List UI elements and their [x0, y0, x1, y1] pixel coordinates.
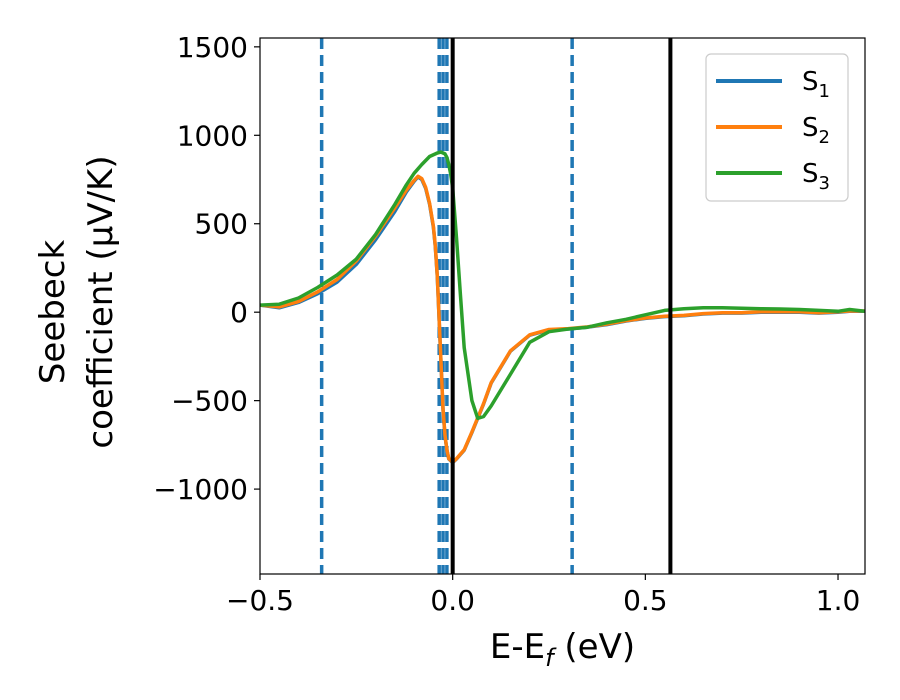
y-tick-label: 1500 — [177, 31, 248, 64]
axes: −0.5 0.0 0.5 1.0 −1000 −500 0 500 1000 1500 E-Ef (… — [33, 31, 866, 672]
x-tick-label: 1.0 — [816, 584, 861, 617]
x-tick-label: 0.0 — [430, 584, 475, 617]
y-tick-label: 500 — [195, 208, 248, 241]
x-tick-label: 0.5 — [623, 584, 668, 617]
legend-label-s1: S1 — [802, 67, 830, 102]
series-line-s1 — [260, 175, 865, 465]
y-tick-label: 1000 — [177, 119, 248, 152]
series-line-s3 — [260, 150, 865, 421]
legend: S1 S2 S3 — [705, 53, 849, 202]
plot-frame — [259, 37, 866, 575]
y-tick-label: −1000 — [153, 473, 248, 506]
y-axis-title-line1: Seebeck — [33, 240, 73, 385]
series-line-s2 — [260, 174, 865, 464]
y-tick-label: −500 — [171, 385, 248, 418]
x-tick-label: −0.5 — [226, 584, 294, 617]
y-tick-label: 0 — [230, 296, 248, 329]
x-axis-title: E-Ef (eV) — [490, 627, 635, 672]
y-axis-title-line2: coefficient (μV/K) — [81, 155, 121, 448]
plot-area — [260, 38, 865, 574]
legend-label-s3: S3 — [802, 159, 830, 194]
legend-label-s2: S2 — [802, 113, 830, 148]
